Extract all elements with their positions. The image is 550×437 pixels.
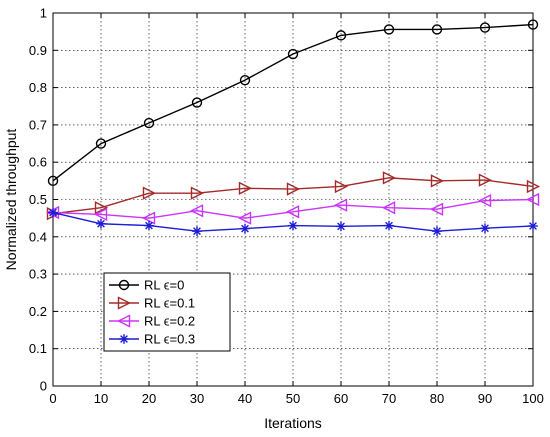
y-tick-label: 0.1 bbox=[29, 341, 47, 356]
data-point bbox=[142, 186, 157, 200]
data-point bbox=[47, 175, 59, 187]
x-tick-label: 100 bbox=[522, 391, 544, 406]
data-point bbox=[429, 202, 444, 216]
data-point bbox=[240, 223, 250, 234]
data-point bbox=[93, 207, 108, 222]
x-tick-label: 0 bbox=[49, 391, 56, 406]
series-4 bbox=[48, 207, 538, 237]
data-point bbox=[239, 74, 251, 86]
data-point bbox=[479, 22, 491, 33]
x-tick-label: 90 bbox=[478, 391, 492, 406]
x-tick-label: 80 bbox=[430, 391, 444, 406]
y-tick-label: 0.6 bbox=[29, 155, 47, 170]
x-tick-label: 20 bbox=[142, 391, 156, 406]
data-point bbox=[334, 179, 349, 194]
legend-entry: RL ϵ=0.3 bbox=[109, 332, 195, 347]
data-point bbox=[286, 182, 301, 196]
data-point bbox=[478, 173, 493, 187]
y-tick-label: 0.7 bbox=[29, 117, 47, 132]
data-point bbox=[480, 223, 490, 234]
data-point bbox=[96, 218, 106, 229]
data-point bbox=[94, 201, 109, 215]
data-point bbox=[528, 221, 538, 231]
legend: RL ϵ=0 RL ϵ=0.1 RL ϵ=0.2 RL ϵ=0.3 bbox=[103, 272, 231, 352]
data-point bbox=[430, 174, 445, 188]
data-point bbox=[288, 220, 298, 231]
data-point bbox=[527, 19, 539, 30]
legend-marker bbox=[119, 334, 129, 344]
y-tick-label: 0.9 bbox=[29, 43, 47, 58]
legend-entry: RL ϵ=0.2 bbox=[109, 314, 195, 329]
data-point bbox=[144, 220, 154, 231]
data-point bbox=[477, 193, 492, 208]
data-point bbox=[381, 201, 396, 215]
y-tick-label: 0.8 bbox=[29, 80, 47, 95]
data-point bbox=[285, 205, 300, 219]
y-tick-label: 1 bbox=[40, 6, 47, 21]
data-point bbox=[143, 117, 155, 129]
data-point bbox=[526, 179, 541, 194]
legend-entry: RL ϵ=0.1 bbox=[109, 296, 195, 311]
data-point bbox=[189, 204, 204, 218]
y-tick-label: 0 bbox=[40, 379, 47, 394]
data-point bbox=[48, 207, 58, 218]
y-tick-label: 0.4 bbox=[29, 229, 47, 244]
legend-marker bbox=[117, 296, 132, 310]
data-point bbox=[384, 220, 394, 231]
series-line bbox=[52, 177, 534, 215]
legend-marker bbox=[116, 314, 131, 328]
y-tick-label: 0.3 bbox=[29, 267, 47, 282]
data-point bbox=[191, 97, 203, 108]
series-line bbox=[52, 198, 534, 219]
data-point bbox=[431, 24, 443, 35]
x-tick-label: 50 bbox=[286, 391, 300, 406]
x-tick-label: 30 bbox=[190, 391, 204, 406]
y-tick-label: 0.5 bbox=[29, 192, 47, 207]
y-tick-label: 0.2 bbox=[29, 304, 47, 319]
x-tick-label: 10 bbox=[94, 391, 108, 406]
x-tick-label: 70 bbox=[382, 391, 396, 406]
legend-marker bbox=[118, 279, 130, 291]
data-point bbox=[383, 24, 395, 35]
axis-ticks: 0 10 20 30 40 50 60 70 80 90 100 0 0.1 0.2 0.3 0.4 0.5 0.… bbox=[29, 6, 544, 407]
data-point bbox=[333, 198, 348, 212]
series-2 bbox=[46, 171, 541, 221]
data-point bbox=[335, 30, 347, 41]
data-point bbox=[336, 221, 346, 232]
legend-entry: RL ϵ=0 bbox=[109, 278, 184, 293]
data-point bbox=[382, 171, 397, 185]
x-tick-label: 60 bbox=[334, 391, 348, 406]
legend-label: RL ϵ=0.1 bbox=[144, 296, 195, 311]
data-point bbox=[525, 192, 540, 207]
legend-label: RL ϵ=0.2 bbox=[144, 314, 195, 329]
series-line bbox=[52, 23, 534, 182]
data-point bbox=[287, 48, 299, 60]
x-axis-title: Iterations bbox=[264, 415, 322, 431]
x-tick-label: 40 bbox=[238, 391, 252, 406]
y-axis-title: Normalized throughput bbox=[3, 129, 19, 271]
legend-label: RL ϵ=0 bbox=[144, 278, 184, 293]
series-group bbox=[45, 19, 541, 237]
data-point bbox=[238, 181, 253, 195]
data-point bbox=[190, 186, 205, 200]
data-point bbox=[432, 226, 442, 237]
series-1 bbox=[47, 19, 539, 187]
data-point bbox=[237, 211, 252, 225]
data-point bbox=[95, 138, 107, 149]
legend-label: RL ϵ=0.3 bbox=[144, 332, 195, 347]
data-point bbox=[192, 226, 202, 237]
